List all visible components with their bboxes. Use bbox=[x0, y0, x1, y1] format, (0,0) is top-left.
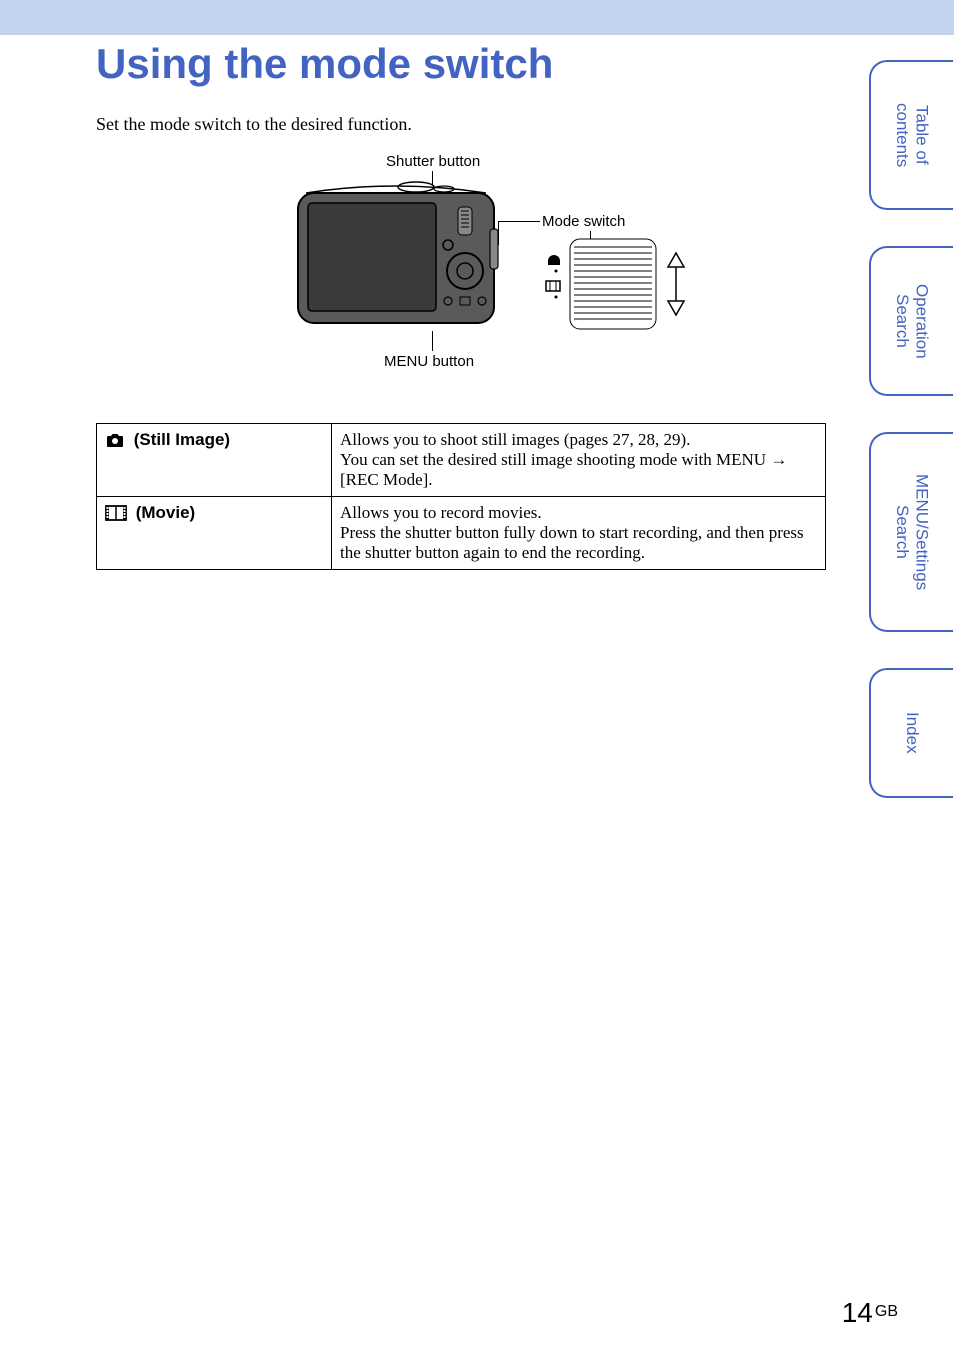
mode-switch-detail bbox=[536, 223, 736, 353]
mode-desc-still: Allows you to shoot still images (pages … bbox=[332, 424, 826, 497]
mode-name-movie: (Movie) bbox=[97, 497, 332, 570]
tab-index[interactable]: Index bbox=[869, 668, 953, 798]
tab-toc-label: Table of contents bbox=[892, 62, 931, 208]
movie-label: (Movie) bbox=[131, 503, 195, 522]
diagram: Shutter button Mode switch MENU button bbox=[96, 153, 826, 413]
camera-icon bbox=[105, 432, 125, 453]
header-bar bbox=[0, 0, 954, 35]
page-number: 14GB bbox=[842, 1297, 898, 1329]
filmstrip-icon bbox=[105, 505, 127, 526]
leader-line bbox=[432, 331, 433, 351]
main-content: Using the mode switch Set the mode switc… bbox=[96, 40, 826, 570]
table-row: (Still Image) Allows you to shoot still … bbox=[97, 424, 826, 497]
still-desc-1: Allows you to shoot still images (pages … bbox=[340, 430, 690, 449]
page-title: Using the mode switch bbox=[96, 40, 826, 88]
still-image-label: (Still Image) bbox=[129, 430, 230, 449]
table-row: (Movie) Allows you to record movies. Pre… bbox=[97, 497, 826, 570]
mode-name-still: (Still Image) bbox=[97, 424, 332, 497]
still-desc-3: [REC Mode]. bbox=[340, 470, 433, 489]
tab-operation-search[interactable]: Operation Search bbox=[869, 246, 953, 396]
mode-table: (Still Image) Allows you to shoot still … bbox=[96, 423, 826, 570]
tab-toc[interactable]: Table of contents bbox=[869, 60, 953, 210]
side-nav: Table of contents Operation Search MENU/… bbox=[849, 60, 954, 834]
arrow-right-icon: → bbox=[770, 450, 787, 469]
mode-desc-movie: Allows you to record movies. Press the s… bbox=[332, 497, 826, 570]
still-desc-2a: You can set the desired still image shoo… bbox=[340, 450, 770, 469]
page-number-value: 14 bbox=[842, 1297, 873, 1328]
tab-menu-label: MENU/Settings Search bbox=[892, 434, 931, 630]
movie-desc-2: Press the shutter button fully down to s… bbox=[340, 523, 804, 562]
camera-illustration bbox=[286, 173, 506, 333]
page-region: GB bbox=[875, 1303, 898, 1320]
tab-menu-settings-search[interactable]: MENU/Settings Search bbox=[869, 432, 953, 632]
tab-index-label: Index bbox=[902, 698, 922, 768]
movie-desc-1: Allows you to record movies. bbox=[340, 503, 542, 522]
tab-operation-label: Operation Search bbox=[892, 248, 931, 394]
shutter-label: Shutter button bbox=[386, 153, 480, 170]
intro-text: Set the mode switch to the desired funct… bbox=[96, 114, 826, 135]
menu-button-label: MENU button bbox=[384, 353, 474, 370]
